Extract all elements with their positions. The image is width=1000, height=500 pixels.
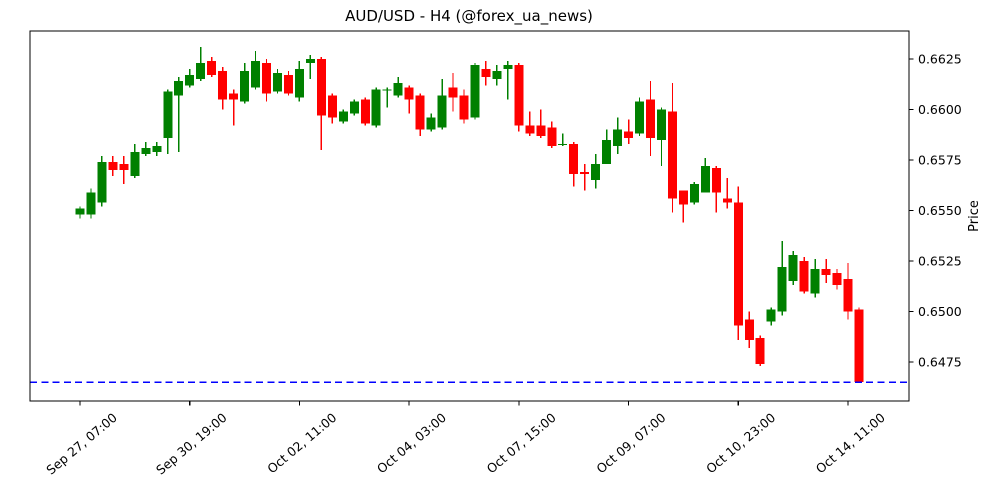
candle (415, 93, 425, 136)
candle (602, 129, 612, 165)
candle (656, 107, 666, 167)
candle (174, 77, 184, 152)
candle (722, 178, 732, 209)
candle (536, 109, 546, 138)
candle (547, 121, 557, 148)
candle (514, 63, 524, 132)
x-tick-label: Oct 02, 11:00 (264, 410, 339, 476)
candle (525, 111, 535, 136)
candle (744, 311, 754, 348)
candle (470, 63, 480, 120)
candle (185, 69, 195, 88)
candle (591, 153, 601, 189)
x-tick-label: Oct 07, 15:00 (484, 410, 559, 476)
chart-title: AUD/USD - H4 (@forex_ua_news) (345, 7, 593, 26)
candle (437, 79, 447, 130)
candle (646, 81, 656, 156)
candle (843, 263, 853, 320)
candle (799, 256, 809, 294)
candle (272, 69, 282, 94)
candle (240, 63, 250, 104)
candle (558, 133, 568, 146)
x-tick-label: Sep 27, 07:00 (43, 410, 120, 478)
candle (711, 166, 721, 213)
candle (130, 143, 140, 179)
candle (832, 269, 842, 290)
candle (382, 87, 392, 108)
y-axis-label-price: Price (967, 200, 982, 232)
candle (613, 117, 623, 154)
candle (360, 97, 370, 126)
y-axis-ticks: 0.6625 0.6600 0.6575 0.6550 0.6525 0.6500 0.64… (909, 51, 962, 369)
y-tick-label: 0.6500 (918, 304, 962, 319)
x-axis-ticks: Sep 27, 07:00 Sep 30, 19:00 Oct 02, 11:00 O… (43, 401, 888, 477)
candle (86, 188, 96, 219)
candle (624, 119, 634, 144)
candle (667, 83, 677, 213)
y-tick-label: 0.6475 (918, 354, 962, 369)
candle (141, 141, 151, 156)
y-tick-label: 0.6525 (918, 253, 962, 268)
candle (251, 50, 261, 90)
candle (492, 65, 502, 86)
x-tick-label: Oct 14, 11:00 (813, 410, 888, 476)
candle (316, 56, 326, 150)
candle (821, 258, 831, 284)
candle (305, 54, 315, 80)
candle (481, 61, 491, 86)
candle (119, 155, 129, 185)
y-tick-label: 0.6600 (918, 102, 962, 117)
candle (262, 59, 272, 102)
x-tick-label: Sep 30, 19:00 (153, 410, 230, 478)
candle (371, 87, 381, 128)
candle (349, 99, 359, 116)
candle (459, 89, 469, 124)
candle (218, 67, 228, 110)
x-tick-label: Oct 10, 23:00 (703, 410, 778, 476)
candle (75, 206, 85, 219)
candle (207, 56, 217, 78)
x-tick-label: Oct 09, 07:00 (593, 410, 668, 476)
candle (788, 250, 798, 286)
candle (689, 182, 699, 205)
candle (97, 155, 107, 207)
candle (733, 186, 743, 340)
candle (426, 113, 436, 132)
candle (700, 157, 710, 193)
candle (678, 190, 688, 223)
candle (569, 141, 579, 187)
candle (152, 141, 162, 156)
candle (810, 258, 820, 298)
candle (229, 89, 239, 126)
y-tick-label: 0.6575 (918, 152, 962, 167)
candle (503, 61, 513, 100)
candle (448, 73, 458, 112)
x-tick-label: Oct 04, 03:00 (374, 410, 449, 476)
candle (404, 85, 414, 114)
candle (294, 61, 304, 102)
plot-border (29, 30, 910, 402)
candle (196, 46, 206, 82)
candle (327, 93, 337, 124)
candles-group (75, 46, 864, 383)
candle (635, 97, 645, 136)
candle (108, 155, 118, 177)
candle (766, 307, 776, 326)
candle (163, 89, 173, 154)
y-tick-label: 0.6550 (918, 203, 962, 218)
candle (854, 307, 864, 383)
y-tick-label: 0.6625 (918, 51, 962, 66)
candle (283, 71, 293, 96)
candle (755, 335, 765, 367)
candle (393, 77, 403, 98)
candle (580, 164, 590, 191)
candle (338, 109, 348, 124)
candle (777, 240, 787, 316)
